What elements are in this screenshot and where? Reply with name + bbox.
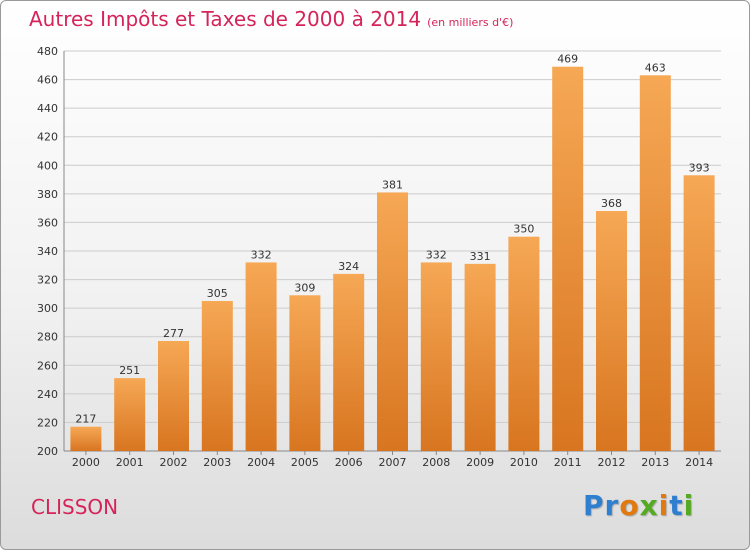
x-tick-label: 2008 — [422, 456, 450, 469]
bar — [114, 378, 146, 451]
data-label: 277 — [163, 327, 184, 340]
x-tick-label: 2003 — [203, 456, 231, 469]
y-tick-label: 360 — [37, 216, 58, 229]
logo-letter: r — [604, 489, 620, 522]
bar — [639, 75, 671, 452]
x-tick-label: 2014 — [685, 456, 713, 469]
bar — [596, 211, 627, 451]
logo-letter: t — [669, 489, 684, 522]
y-tick-label: 460 — [37, 74, 58, 87]
x-tick-label: 2001 — [116, 456, 144, 469]
data-labels: 217 251 277 305 332 309 324 381 332 331 350 469 368 4… — [75, 53, 709, 426]
unit-label: (en milliers d'€) — [427, 16, 514, 29]
logo-letter: P — [583, 489, 605, 522]
x-tick-label: 2006 — [335, 456, 363, 469]
bar — [201, 301, 233, 451]
data-label: 350 — [513, 223, 534, 236]
city-name: CLISSON — [31, 495, 119, 519]
bar — [289, 295, 321, 451]
x-tick-label: 2005 — [291, 456, 319, 469]
data-label: 381 — [382, 178, 403, 191]
data-label: 251 — [119, 364, 140, 377]
x-tick-label: 2013 — [641, 456, 669, 469]
bar — [245, 262, 277, 451]
data-label: 332 — [426, 248, 447, 261]
y-tick-label: 480 — [37, 45, 58, 58]
bar — [508, 236, 540, 451]
data-label: 309 — [294, 281, 315, 294]
logo-letter: i — [658, 489, 670, 522]
y-tick-label: 320 — [37, 274, 58, 287]
logo-letter: o — [619, 489, 640, 522]
x-tick-label: 2011 — [554, 456, 582, 469]
bar — [70, 426, 102, 451]
y-tick-label: 420 — [37, 131, 58, 144]
logo-letter: x — [639, 489, 659, 522]
bar — [552, 66, 584, 451]
data-label: 393 — [689, 161, 710, 174]
bar — [464, 263, 496, 451]
y-tick-labels: 200 220 240 260 280 300 320 340 360 380 400 420 440 4… — [37, 45, 58, 458]
x-tick-label: 2012 — [598, 456, 626, 469]
y-tick-label: 380 — [37, 188, 58, 201]
data-label: 217 — [75, 413, 96, 426]
bar — [683, 175, 715, 452]
y-tick-label: 200 — [37, 445, 58, 458]
chart-title: Autres Impôts et Taxes de 2000 à 2014 (en… — [29, 7, 513, 31]
x-tick-label: 2010 — [510, 456, 538, 469]
y-tick-label: 440 — [37, 102, 58, 115]
y-tick-label: 340 — [37, 245, 58, 258]
data-label: 368 — [601, 197, 622, 210]
data-label: 332 — [251, 248, 272, 261]
x-tick-label: 2002 — [160, 456, 188, 469]
bar — [420, 262, 452, 451]
y-tick-label: 280 — [37, 331, 58, 344]
data-label: 463 — [645, 61, 666, 74]
data-label: 324 — [338, 260, 359, 273]
x-tick-label: 2000 — [72, 456, 100, 469]
bar — [158, 341, 189, 451]
data-label: 331 — [470, 250, 491, 263]
bar — [377, 192, 408, 451]
bar — [333, 273, 365, 451]
y-tick-label: 400 — [37, 159, 58, 172]
x-tick-label: 2004 — [247, 456, 275, 469]
y-tick-label: 220 — [37, 416, 58, 429]
title-text: Autres Impôts et Taxes de 2000 à 2014 — [29, 7, 422, 31]
y-tick-label: 300 — [37, 302, 58, 315]
bars — [70, 66, 715, 452]
logo-letter: i — [683, 489, 695, 522]
proxiti-logo[interactable]: Proxiti — [583, 489, 694, 522]
y-tick-label: 240 — [37, 388, 58, 401]
data-label: 469 — [557, 53, 578, 66]
x-tick-label: 2007 — [379, 456, 407, 469]
y-tick-label: 260 — [37, 359, 58, 372]
x-tick-label: 2009 — [466, 456, 494, 469]
data-label: 305 — [207, 287, 228, 300]
x-tick-labels: 2000 2001 2002 2003 2004 2005 2006 2007 2008 2009… — [72, 456, 713, 469]
